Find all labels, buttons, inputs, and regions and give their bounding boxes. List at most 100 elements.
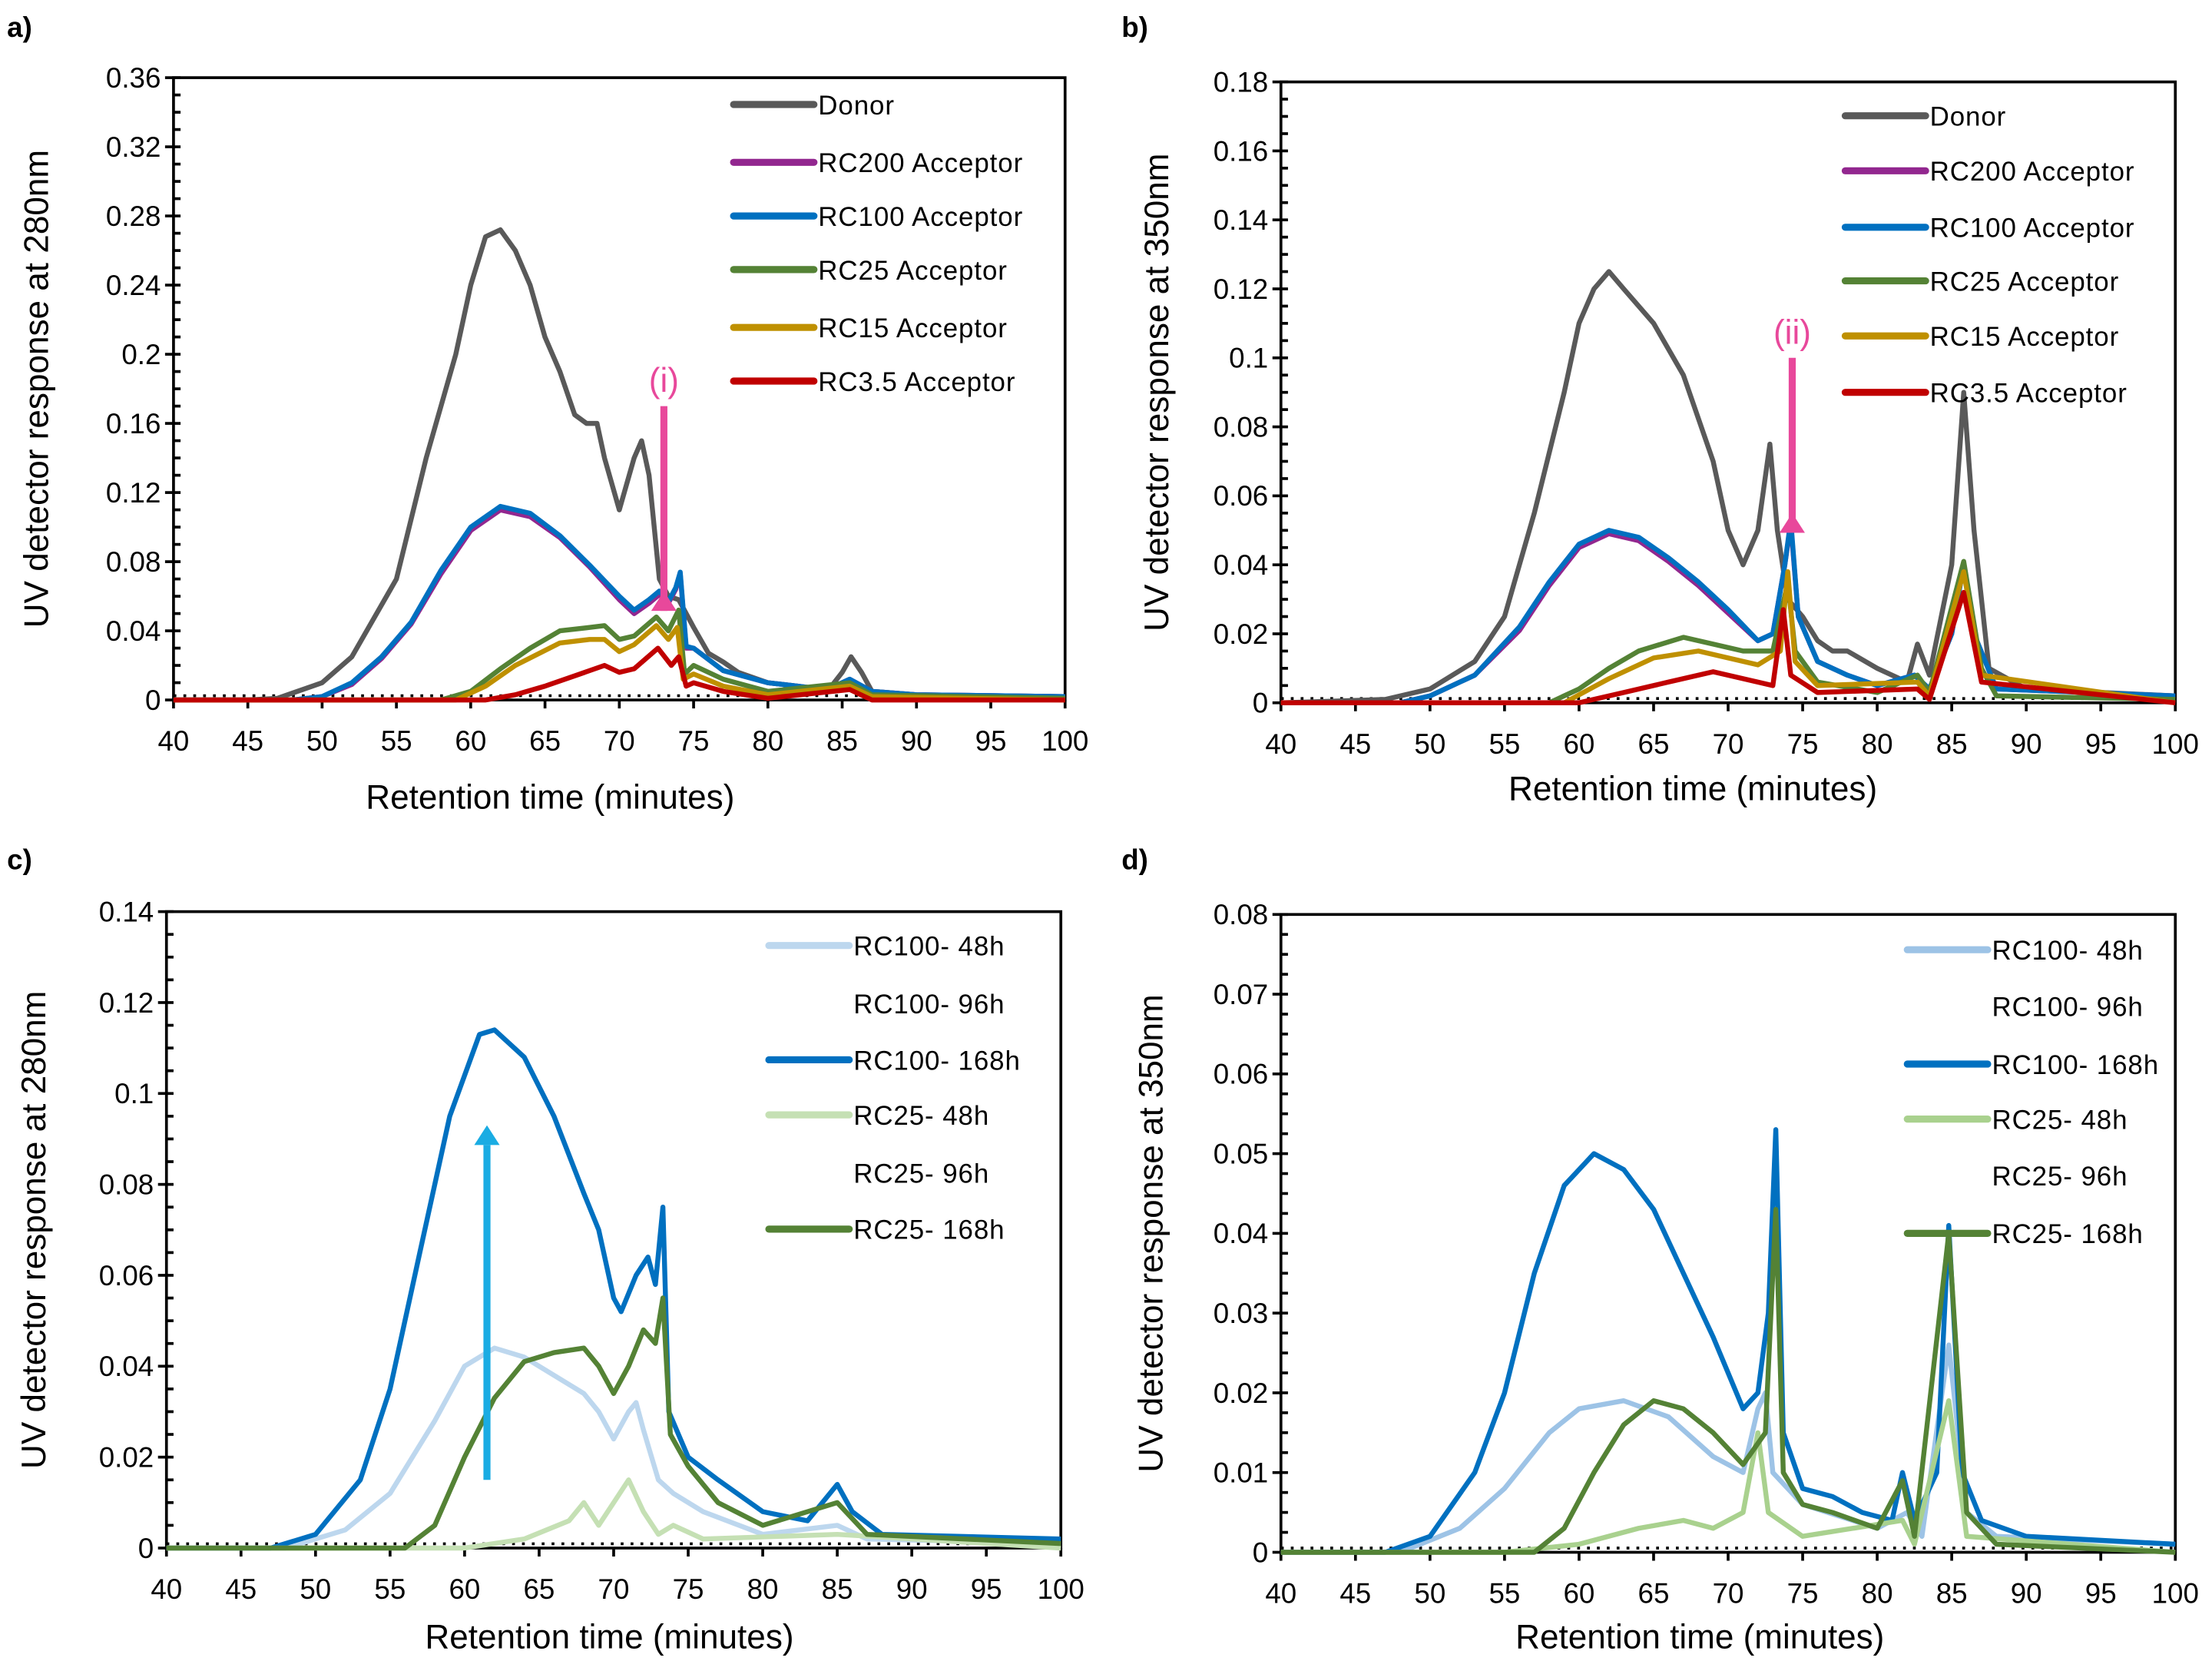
y-tick-label: 0.32: [106, 131, 161, 163]
y-tick-label: 0.12: [99, 987, 154, 1019]
legend-label: RC15 Acceptor: [1930, 322, 2120, 352]
x-tick-label: 100: [1038, 1573, 1084, 1605]
x-tick-label: 100: [2152, 728, 2199, 760]
y-tick-label: 0.04: [106, 615, 161, 647]
x-axis-label: Retention time (minutes): [1515, 1618, 1884, 1656]
y-tick-label: 0.06: [99, 1260, 154, 1291]
panel-label: c): [7, 844, 32, 876]
y-tick-label: 0.04: [99, 1351, 154, 1382]
x-axis-label: Retention time (minutes): [425, 1618, 793, 1656]
y-tick-label: 0.08: [1214, 899, 1268, 930]
series-line-rc15-acceptor: [173, 623, 1065, 703]
y-tick-label: 0.16: [106, 408, 161, 439]
panel-label: a): [7, 12, 32, 43]
series-line-rc25-168h: [166, 1295, 1061, 1551]
legend: Donor RC200 Acceptor RC100 Acceptor RC25 Ac…: [730, 91, 1023, 397]
legend: Donor RC200 Acceptor RC100 Acceptor RC25 Ac…: [1841, 102, 2135, 409]
legend-label: RC25- 96h: [853, 1159, 989, 1189]
legend-label: RC100- 168h: [853, 1046, 1021, 1076]
x-tick-label: 90: [2011, 728, 2042, 760]
x-tick-label: 45: [1339, 1578, 1371, 1610]
series-line-rc25-48h: [1280, 1398, 2176, 1555]
y-tick-label: 0: [1253, 688, 1268, 719]
x-tick-label: 65: [1638, 728, 1670, 760]
x-tick-label: 85: [822, 1573, 853, 1605]
x-tick-label: 85: [1936, 728, 1968, 760]
series-line-donor: [1280, 269, 2176, 705]
x-tick-label: 90: [2011, 1578, 2042, 1610]
legend-label: RC25- 48h: [853, 1101, 989, 1131]
legend-label: RC100- 48h: [853, 932, 1005, 962]
annotation-label: (ii): [1773, 313, 1811, 351]
y-tick-label: 0.02: [1214, 618, 1268, 650]
x-tick-label: 55: [1488, 1578, 1520, 1610]
panel-label: b): [1121, 12, 1148, 43]
legend: RC100- 48h RC100- 96h RC100- 168h RC25- 48h…: [765, 932, 1021, 1245]
chart-panel-b: 0 0.02 0.04 0.06 0.08 0.1 0.12 0.14 0.16 0.18 40 45…: [1121, 12, 2199, 808]
panel-label: d): [1121, 844, 1148, 876]
x-tick-label: 80: [752, 725, 783, 757]
y-tick-label: 0.08: [1214, 411, 1268, 443]
legend-label: RC100- 168h: [1992, 1050, 2159, 1080]
x-tick-label: 40: [157, 725, 189, 757]
x-tick-label: 50: [300, 1573, 331, 1605]
legend-label: RC3.5 Acceptor: [818, 367, 1015, 397]
x-tick-label: 70: [604, 725, 635, 757]
x-tick-label: 70: [1713, 728, 1744, 760]
x-tick-label: 40: [151, 1573, 182, 1605]
x-tick-label: 50: [306, 725, 338, 757]
x-tick-label: 45: [232, 725, 263, 757]
legend-label: RC100- 96h: [1992, 993, 2143, 1023]
legend: RC100- 48h RC100- 96h RC100- 168h RC25- 48h…: [1903, 936, 2159, 1249]
y-tick-label: 0.04: [1214, 549, 1268, 581]
x-tick-label: 100: [2152, 1578, 2199, 1610]
y-tick-label: 0.06: [1214, 480, 1268, 512]
y-axis-label: UV detector response at 350nm: [1132, 994, 1170, 1472]
y-axis-label: UV detector response at 280nm: [15, 991, 53, 1469]
chart-panel-d: 0 0.01 0.02 0.03 0.04 0.05 0.06 0.07 0.08 40 45 50 5…: [1121, 844, 2199, 1656]
legend-label: RC25 Acceptor: [1930, 267, 2120, 297]
y-tick-label: 0.14: [1214, 204, 1268, 236]
x-tick-label: 95: [971, 1573, 1002, 1605]
x-tick-label: 100: [1041, 725, 1088, 757]
x-tick-label: 80: [1862, 728, 1893, 760]
x-tick-label: 90: [896, 1573, 928, 1605]
x-tick-label: 90: [901, 725, 932, 757]
chart-panel-c: 0 0.02 0.04 0.06 0.08 0.1 0.12 0.14 40 45 50 55 60 65…: [7, 844, 1084, 1656]
series-line-rc3-5-acceptor: [1280, 589, 2176, 705]
y-tick-label: 0: [138, 1533, 154, 1564]
x-tick-label: 50: [1414, 728, 1445, 760]
y-tick-label: 0.05: [1214, 1138, 1268, 1169]
x-axis-label: Retention time (minutes): [366, 779, 734, 817]
series-line-rc25-acceptor: [173, 607, 1065, 703]
legend-label: RC100- 48h: [1992, 936, 2143, 966]
chart-panel-a: 0 0.04 0.08 0.12 0.16 0.2 0.24 0.28 0.32 0.36 40 45…: [7, 12, 1088, 817]
y-tick-label: 0.18: [1214, 66, 1268, 98]
x-tick-label: 65: [529, 725, 561, 757]
legend-label: RC25 Acceptor: [818, 256, 1008, 286]
legend-label: RC25- 96h: [1992, 1162, 2128, 1192]
y-tick-label: 0.01: [1214, 1457, 1268, 1489]
y-tick-label: 0.36: [106, 62, 161, 94]
x-tick-label: 60: [1563, 1578, 1594, 1610]
y-tick-label: 0.08: [99, 1169, 154, 1200]
y-tick-label: 0.12: [1214, 274, 1268, 305]
y-axis-label: UV detector response at 280nm: [18, 150, 55, 628]
y-tick-label: 0.16: [1214, 135, 1268, 167]
x-tick-label: 80: [747, 1573, 779, 1605]
x-tick-label: 85: [826, 725, 858, 757]
legend-label: RC100 Acceptor: [818, 202, 1023, 232]
y-tick-label: 0.2: [121, 339, 161, 370]
series-line-donor: [173, 227, 1065, 703]
x-tick-label: 60: [449, 1573, 480, 1605]
annotation-label: (i): [649, 362, 679, 400]
legend-label: Donor: [818, 91, 895, 121]
y-tick-label: 0.02: [99, 1441, 154, 1473]
y-tick-label: 0.1: [114, 1078, 154, 1109]
y-tick-label: 0.24: [106, 270, 161, 301]
x-tick-label: 95: [2085, 728, 2117, 760]
x-tick-label: 75: [673, 1573, 704, 1605]
legend-label: RC200 Acceptor: [1930, 157, 2135, 187]
series-line-rc15-acceptor: [1280, 569, 2176, 705]
